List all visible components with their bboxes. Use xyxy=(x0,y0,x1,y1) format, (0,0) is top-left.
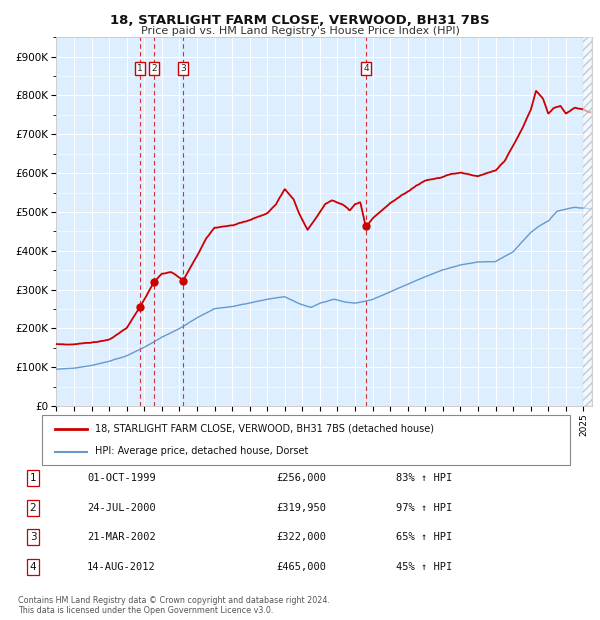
Bar xyxy=(583,37,592,406)
Text: HPI: Average price, detached house, Dorset: HPI: Average price, detached house, Dors… xyxy=(95,446,308,456)
Text: £465,000: £465,000 xyxy=(276,562,326,572)
Text: 97% ↑ HPI: 97% ↑ HPI xyxy=(396,503,452,513)
Text: 14-AUG-2012: 14-AUG-2012 xyxy=(87,562,156,572)
Text: Contains HM Land Registry data © Crown copyright and database right 2024.
This d: Contains HM Land Registry data © Crown c… xyxy=(18,596,330,615)
Text: 3: 3 xyxy=(181,64,186,73)
Text: 45% ↑ HPI: 45% ↑ HPI xyxy=(396,562,452,572)
Text: 2: 2 xyxy=(29,503,37,513)
Text: £256,000: £256,000 xyxy=(276,473,326,483)
Text: 3: 3 xyxy=(29,532,37,542)
Text: 1: 1 xyxy=(29,473,37,483)
Text: 65% ↑ HPI: 65% ↑ HPI xyxy=(396,532,452,542)
Text: 4: 4 xyxy=(363,64,369,73)
Text: 01-OCT-1999: 01-OCT-1999 xyxy=(87,473,156,483)
Text: 21-MAR-2002: 21-MAR-2002 xyxy=(87,532,156,542)
Text: £319,950: £319,950 xyxy=(276,503,326,513)
Text: 4: 4 xyxy=(29,562,37,572)
Text: 24-JUL-2000: 24-JUL-2000 xyxy=(87,503,156,513)
Text: £322,000: £322,000 xyxy=(276,532,326,542)
Text: 18, STARLIGHT FARM CLOSE, VERWOOD, BH31 7BS (detached house): 18, STARLIGHT FARM CLOSE, VERWOOD, BH31 … xyxy=(95,423,434,433)
Text: Price paid vs. HM Land Registry's House Price Index (HPI): Price paid vs. HM Land Registry's House … xyxy=(140,26,460,36)
Text: 2: 2 xyxy=(151,64,157,73)
FancyBboxPatch shape xyxy=(42,415,570,465)
Text: 83% ↑ HPI: 83% ↑ HPI xyxy=(396,473,452,483)
Text: 18, STARLIGHT FARM CLOSE, VERWOOD, BH31 7BS: 18, STARLIGHT FARM CLOSE, VERWOOD, BH31 … xyxy=(110,14,490,27)
Text: 1: 1 xyxy=(137,64,143,73)
